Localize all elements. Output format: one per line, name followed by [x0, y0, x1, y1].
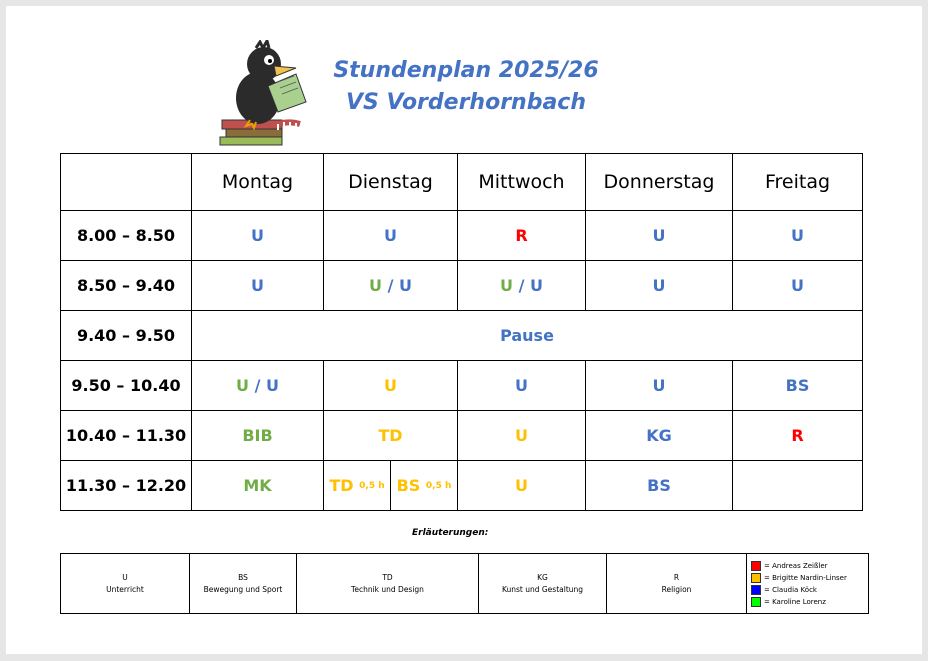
lesson-cell: KG [585, 410, 733, 461]
color-swatch [751, 560, 761, 571]
teacher-key-item: = Claudia Köck [751, 584, 868, 596]
half-lesson-td: TD 0,5 h [324, 461, 391, 510]
teacher-key-item: = Karoline Lorenz [751, 596, 868, 608]
legend-table: U Unterricht BS Bewegung und Sport TD Techn… [60, 553, 869, 614]
lesson-cell: U [191, 260, 324, 311]
lesson-separator: / [382, 276, 399, 295]
lesson-cell: U [732, 210, 863, 261]
day-header-mittwoch: Mittwoch [457, 153, 586, 211]
lesson-cell: U [585, 210, 733, 261]
table-row: 10.40 – 11.30 BIB TD U KG R [60, 410, 863, 461]
legend-full: Bewegung und Sport [203, 584, 283, 594]
lesson-part: TD [329, 476, 354, 495]
lesson-part: U [236, 376, 249, 395]
lesson-cell: U [191, 210, 324, 261]
legend-abbr: R [673, 572, 680, 582]
lesson-part: U [265, 376, 279, 395]
legend-item: KG Kunst und Gestaltung [478, 553, 607, 614]
lesson-part: U [369, 276, 382, 295]
time-cell: 11.30 – 12.20 [60, 460, 192, 511]
day-header-dienstag: Dienstag [323, 153, 458, 211]
lesson-cell: U [585, 360, 733, 411]
legend-item: TD Technik und Design [296, 553, 479, 614]
lesson-cell: U [457, 360, 586, 411]
legend-item: R Religion [606, 553, 747, 614]
legend-full: Kunst und Gestaltung [501, 584, 584, 594]
legend-abbr: TD [382, 572, 393, 582]
day-header-donnerstag: Donnerstag [585, 153, 733, 211]
lesson-cell: U [323, 360, 458, 411]
lesson-cell: BIB [191, 410, 324, 461]
day-header-freitag: Freitag [732, 153, 863, 211]
table-row: 11.30 – 12.20 MK TD 0,5 h BS 0,5 h U BS [60, 460, 863, 511]
lesson-cell: BS [585, 460, 733, 511]
legend-full: Religion [661, 584, 692, 594]
page-title: Stundenplan 2025/26 [333, 58, 599, 83]
lesson-cell: U [457, 410, 586, 461]
lesson-duration-note: 0,5 h [359, 480, 385, 491]
time-cell: 9.50 – 10.40 [60, 360, 192, 411]
table-row-pause: 9.40 – 9.50 Pause [60, 310, 863, 361]
legend-abbr: KG [537, 572, 548, 582]
lesson-cell-empty [732, 460, 863, 511]
timetable: Montag Dienstag Mittwoch Donnerstag Frei… [60, 153, 863, 511]
lesson-cell: U [457, 460, 586, 511]
half-lesson-bs: BS 0,5 h [391, 461, 457, 510]
time-cell: 9.40 – 9.50 [60, 310, 192, 361]
teacher-name: = Brigitte Nardin-Linser [764, 573, 847, 582]
lesson-cell-split: U / U [457, 260, 586, 311]
pause-cell: Pause [191, 310, 863, 361]
lesson-duration-note: 0,5 h [425, 480, 452, 491]
time-cell: 8.00 – 8.50 [60, 210, 192, 261]
lesson-separator: / [249, 376, 266, 395]
table-row: 9.50 – 10.40 U / U U U U BS [60, 360, 863, 411]
lesson-separator: / [513, 276, 530, 295]
lesson-cell-split: U / U [191, 360, 324, 411]
lesson-part: U [500, 276, 513, 295]
color-swatch [751, 584, 761, 595]
lesson-cell-split: U / U [323, 260, 458, 311]
time-cell: 10.40 – 11.30 [60, 410, 192, 461]
lesson-cell: MK [191, 460, 324, 511]
legend-title: Erläuterungen: [412, 528, 489, 538]
lesson-cell: TD [323, 410, 458, 461]
lesson-part: U [398, 276, 412, 295]
lesson-cell: U [323, 210, 458, 261]
header-row: Montag Dienstag Mittwoch Donnerstag Frei… [60, 153, 863, 211]
lesson-cell: R [457, 210, 586, 261]
lesson-cell-split-halves: TD 0,5 h BS 0,5 h [323, 460, 458, 511]
lesson-part: BS [396, 476, 421, 495]
legend-full: Unterricht [106, 584, 144, 594]
color-swatch [751, 572, 761, 583]
legend-item: BS Bewegung und Sport [189, 553, 297, 614]
lesson-cell: U [732, 260, 863, 311]
teacher-key-item: = Brigitte Nardin-Linser [751, 572, 868, 584]
day-header-montag: Montag [191, 153, 324, 211]
legend-abbr: U [122, 572, 128, 582]
legend-abbr: BS [238, 572, 248, 582]
lesson-cell: R [732, 410, 863, 461]
school-name: VS Vorderhornbach [345, 90, 587, 115]
legend-full: Technik und Design [351, 584, 424, 594]
teacher-name: = Claudia Köck [764, 585, 817, 594]
color-swatch [751, 596, 761, 607]
lesson-part: U [529, 276, 543, 295]
time-cell: 8.50 – 9.40 [60, 260, 192, 311]
table-row: 8.50 – 9.40 U U / U U / U U U [60, 260, 863, 311]
raven-reading-book-illustration [216, 37, 316, 153]
teacher-name: = Andreas Zeißler [764, 561, 828, 570]
teacher-key-item: = Andreas Zeißler [751, 560, 868, 572]
teacher-color-key: = Andreas Zeißler = Brigitte Nardin-Lins… [746, 553, 869, 614]
corner-cell [60, 153, 192, 211]
legend-item: U Unterricht [60, 553, 190, 614]
lesson-cell: BS [732, 360, 863, 411]
table-row: 8.00 – 8.50 U U R U U [60, 210, 863, 261]
teacher-name: = Karoline Lorenz [764, 597, 826, 606]
lesson-cell: U [585, 260, 733, 311]
